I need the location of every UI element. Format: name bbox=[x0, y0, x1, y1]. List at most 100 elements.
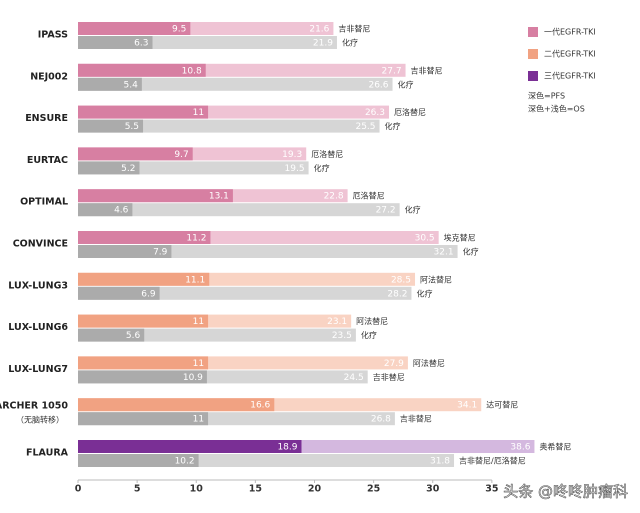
drug-label: 埃克替尼 bbox=[444, 233, 476, 243]
os-label: 28.5 bbox=[391, 275, 411, 285]
drug-label: 化疗 bbox=[385, 121, 401, 131]
drug-label: 吉非替尼/厄洛替尼 bbox=[459, 456, 526, 466]
pfs-label: 11 bbox=[193, 108, 204, 118]
pfs-bar bbox=[78, 412, 209, 426]
os-label: 26.8 bbox=[371, 415, 391, 425]
drug-label: 化疗 bbox=[463, 247, 479, 257]
pfs-bar bbox=[78, 314, 209, 328]
pfs-bar bbox=[78, 147, 193, 161]
drug-label: 化疗 bbox=[361, 330, 377, 340]
drug-label: 厄洛替尼 bbox=[311, 149, 343, 159]
category-label: FLAURA bbox=[26, 448, 69, 459]
category-note: （无脑转移） bbox=[16, 415, 64, 425]
os-label: 23.1 bbox=[327, 317, 347, 327]
x-tick-label: 35 bbox=[485, 484, 498, 495]
drug-label: 阿法替尼 bbox=[356, 316, 388, 326]
pfs-label: 18.9 bbox=[277, 443, 297, 453]
pfs-label: 5.2 bbox=[121, 164, 135, 174]
x-tick-label: 30 bbox=[426, 484, 440, 495]
pfs-label: 5.4 bbox=[124, 80, 139, 90]
pfs-bar bbox=[78, 272, 210, 286]
drug-label: 化疗 bbox=[314, 163, 330, 173]
pfs-label: 16.6 bbox=[250, 401, 270, 411]
legend-label: 一代EGFR-TKI bbox=[544, 27, 596, 37]
drug-label: 阿法替尼 bbox=[420, 274, 452, 284]
os-bar bbox=[78, 119, 380, 133]
pfs-bar bbox=[78, 398, 275, 412]
category-label: OPTIMAL bbox=[20, 197, 68, 208]
pfs-label: 5.6 bbox=[126, 331, 141, 341]
pfs-bar bbox=[78, 36, 153, 49]
legend-swatch bbox=[528, 27, 538, 37]
x-tick-label: 20 bbox=[308, 484, 322, 495]
category-label: EURTAC bbox=[27, 155, 68, 166]
pfs-label: 11.2 bbox=[186, 234, 206, 244]
note: 深色+浅色=OS bbox=[528, 104, 585, 114]
os-label: 31.8 bbox=[430, 457, 450, 467]
x-tick-label: 10 bbox=[190, 484, 204, 495]
category-label: ARCHER 1050 bbox=[0, 401, 68, 412]
pfs-label: 6.3 bbox=[134, 39, 148, 49]
os-label: 26.6 bbox=[368, 80, 388, 90]
pfs-bar bbox=[78, 22, 191, 35]
os-label: 27.2 bbox=[376, 206, 396, 216]
os-bar bbox=[78, 286, 412, 300]
drug-label: 吉非替尼 bbox=[400, 414, 432, 424]
os-label: 27.7 bbox=[382, 66, 402, 76]
legend-swatch bbox=[528, 71, 538, 81]
pfs-bar bbox=[78, 454, 199, 467]
pfs-label: 11.1 bbox=[185, 275, 205, 285]
pfs-bar bbox=[78, 105, 209, 119]
drug-label: 厄洛替尼 bbox=[353, 191, 385, 201]
os-label: 27.9 bbox=[384, 359, 404, 369]
pfs-label: 11 bbox=[193, 317, 204, 327]
category-label: LUX-LUNG7 bbox=[8, 364, 68, 375]
pfs-bar bbox=[78, 286, 160, 300]
pfs-label: 4.6 bbox=[114, 206, 129, 216]
watermark: 头条 @咚咚肿瘤科 bbox=[503, 483, 628, 501]
drug-label: 吉非替尼 bbox=[338, 24, 370, 34]
os-label: 19.3 bbox=[282, 150, 302, 160]
os-label: 22.8 bbox=[324, 192, 344, 202]
x-tick-label: 25 bbox=[367, 484, 380, 495]
category-label: IPASS bbox=[38, 30, 68, 41]
os-bar bbox=[78, 328, 356, 342]
pfs-label: 9.5 bbox=[172, 25, 186, 35]
pfs-bar bbox=[78, 231, 211, 244]
drug-label: 吉非替尼 bbox=[411, 65, 443, 75]
os-bar bbox=[78, 245, 458, 258]
drug-label: 达可替尼 bbox=[486, 400, 518, 410]
pfs-label: 7.9 bbox=[153, 248, 168, 258]
x-tick-label: 15 bbox=[249, 484, 262, 495]
drug-label: 阿法替尼 bbox=[413, 358, 445, 368]
pfs-label: 10.9 bbox=[183, 373, 203, 383]
pfs-bar bbox=[78, 370, 207, 384]
pfs-bar bbox=[78, 203, 133, 217]
pfs-bar bbox=[78, 440, 302, 453]
pfs-bar bbox=[78, 328, 145, 342]
drug-label: 奥希替尼 bbox=[539, 442, 571, 452]
pfs-label: 13.1 bbox=[209, 192, 229, 202]
pfs-bar bbox=[78, 161, 140, 175]
drug-label: 化疗 bbox=[405, 205, 421, 215]
x-tick-label: 0 bbox=[75, 484, 82, 495]
category-label: ENSURE bbox=[25, 113, 68, 124]
os-label: 23.5 bbox=[332, 331, 352, 341]
pfs-label: 10.8 bbox=[182, 66, 202, 76]
os-label: 34.1 bbox=[457, 401, 477, 411]
pfs-label: 5.5 bbox=[125, 122, 139, 132]
pfs-label: 9.7 bbox=[174, 150, 188, 160]
os-label: 21.9 bbox=[313, 39, 333, 49]
pfs-bar bbox=[78, 356, 209, 370]
category-label: NEJ002 bbox=[30, 71, 68, 82]
drug-label: 吉非替尼 bbox=[373, 372, 405, 382]
pfs-bar bbox=[78, 77, 142, 91]
drug-label: 化疗 bbox=[342, 38, 358, 48]
x-tick-label: 5 bbox=[134, 484, 141, 495]
os-label: 28.2 bbox=[387, 289, 407, 299]
os-label: 19.5 bbox=[285, 164, 305, 174]
os-label: 32.1 bbox=[434, 248, 454, 258]
pfs-bar bbox=[78, 189, 233, 203]
category-label: LUX-LUNG3 bbox=[8, 280, 68, 291]
os-label: 24.5 bbox=[344, 373, 364, 383]
